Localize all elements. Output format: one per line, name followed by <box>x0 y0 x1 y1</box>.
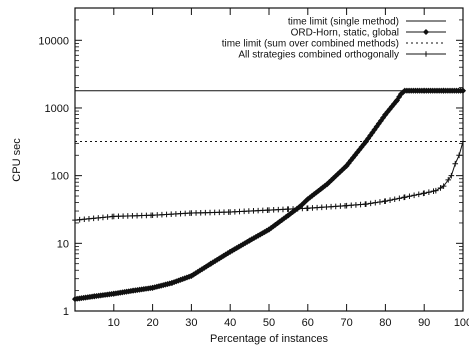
data-point-plus <box>452 160 459 167</box>
data-point-plus <box>437 185 444 191</box>
series-layer <box>71 87 467 303</box>
data-point-plus <box>460 138 466 145</box>
data-point-plus <box>387 197 393 204</box>
data-point-plus <box>440 183 447 189</box>
y-axis-title: CPU sec <box>11 138 23 182</box>
data-point-diamond <box>422 28 430 36</box>
data-point-plus <box>382 198 389 204</box>
data-point-plus <box>448 172 455 179</box>
x-tick-label: 70 <box>340 317 352 329</box>
x-tick-label: 50 <box>263 317 275 329</box>
x-tick-label: 90 <box>418 317 430 329</box>
x-tick-label: 30 <box>185 317 197 329</box>
data-point-plus <box>423 51 429 57</box>
x-tick-label: 60 <box>302 317 314 329</box>
x-tick-label: 40 <box>224 317 236 329</box>
y-axis-ticks: 1 10 100 1000 10000 <box>38 7 463 318</box>
legend-label: ORD-Horn, static, global <box>291 28 399 39</box>
legend: time limit (single method)ORD-Horn, stat… <box>222 17 446 61</box>
y-tick-label: 1000 <box>45 103 69 115</box>
series-3 <box>72 138 466 223</box>
x-tick-label: 80 <box>379 317 391 329</box>
data-point-plus <box>411 192 417 199</box>
y-tick-label: 10 <box>57 238 69 250</box>
legend-label: time limit (sum over combined methods) <box>222 39 399 50</box>
data-point-diamond <box>459 87 467 94</box>
data-point-plus <box>421 190 427 197</box>
y-tick-label: 1 <box>63 306 69 318</box>
x-axis-ticks: 10 20 30 40 50 60 70 80 90 100 <box>108 8 469 329</box>
y-tick-label: 10000 <box>38 35 69 47</box>
data-point-plus <box>402 194 408 201</box>
data-point-plus <box>372 199 379 206</box>
data-point-plus <box>456 152 462 159</box>
data-point-plus <box>377 199 383 205</box>
y-tick-label: 100 <box>51 171 69 183</box>
x-tick-label: 20 <box>146 317 158 329</box>
legend-label: All strategies combined orthogonally <box>238 50 399 61</box>
data-point-plus <box>367 200 374 207</box>
series-1 <box>71 87 467 303</box>
data-point-plus <box>396 195 403 202</box>
data-point-plus <box>426 189 432 195</box>
x-axis-title: Percentage of instances <box>210 333 329 345</box>
data-point-plus <box>433 187 439 194</box>
data-point-plus <box>445 177 452 183</box>
x-tick-label: 10 <box>108 317 120 329</box>
data-point-plus <box>415 191 422 198</box>
data-point-plus <box>363 201 369 207</box>
data-point-plus <box>391 196 398 203</box>
legend-label: time limit (single method) <box>288 17 399 28</box>
x-tick-label: 100 <box>454 317 469 329</box>
data-point-plus <box>406 193 413 200</box>
